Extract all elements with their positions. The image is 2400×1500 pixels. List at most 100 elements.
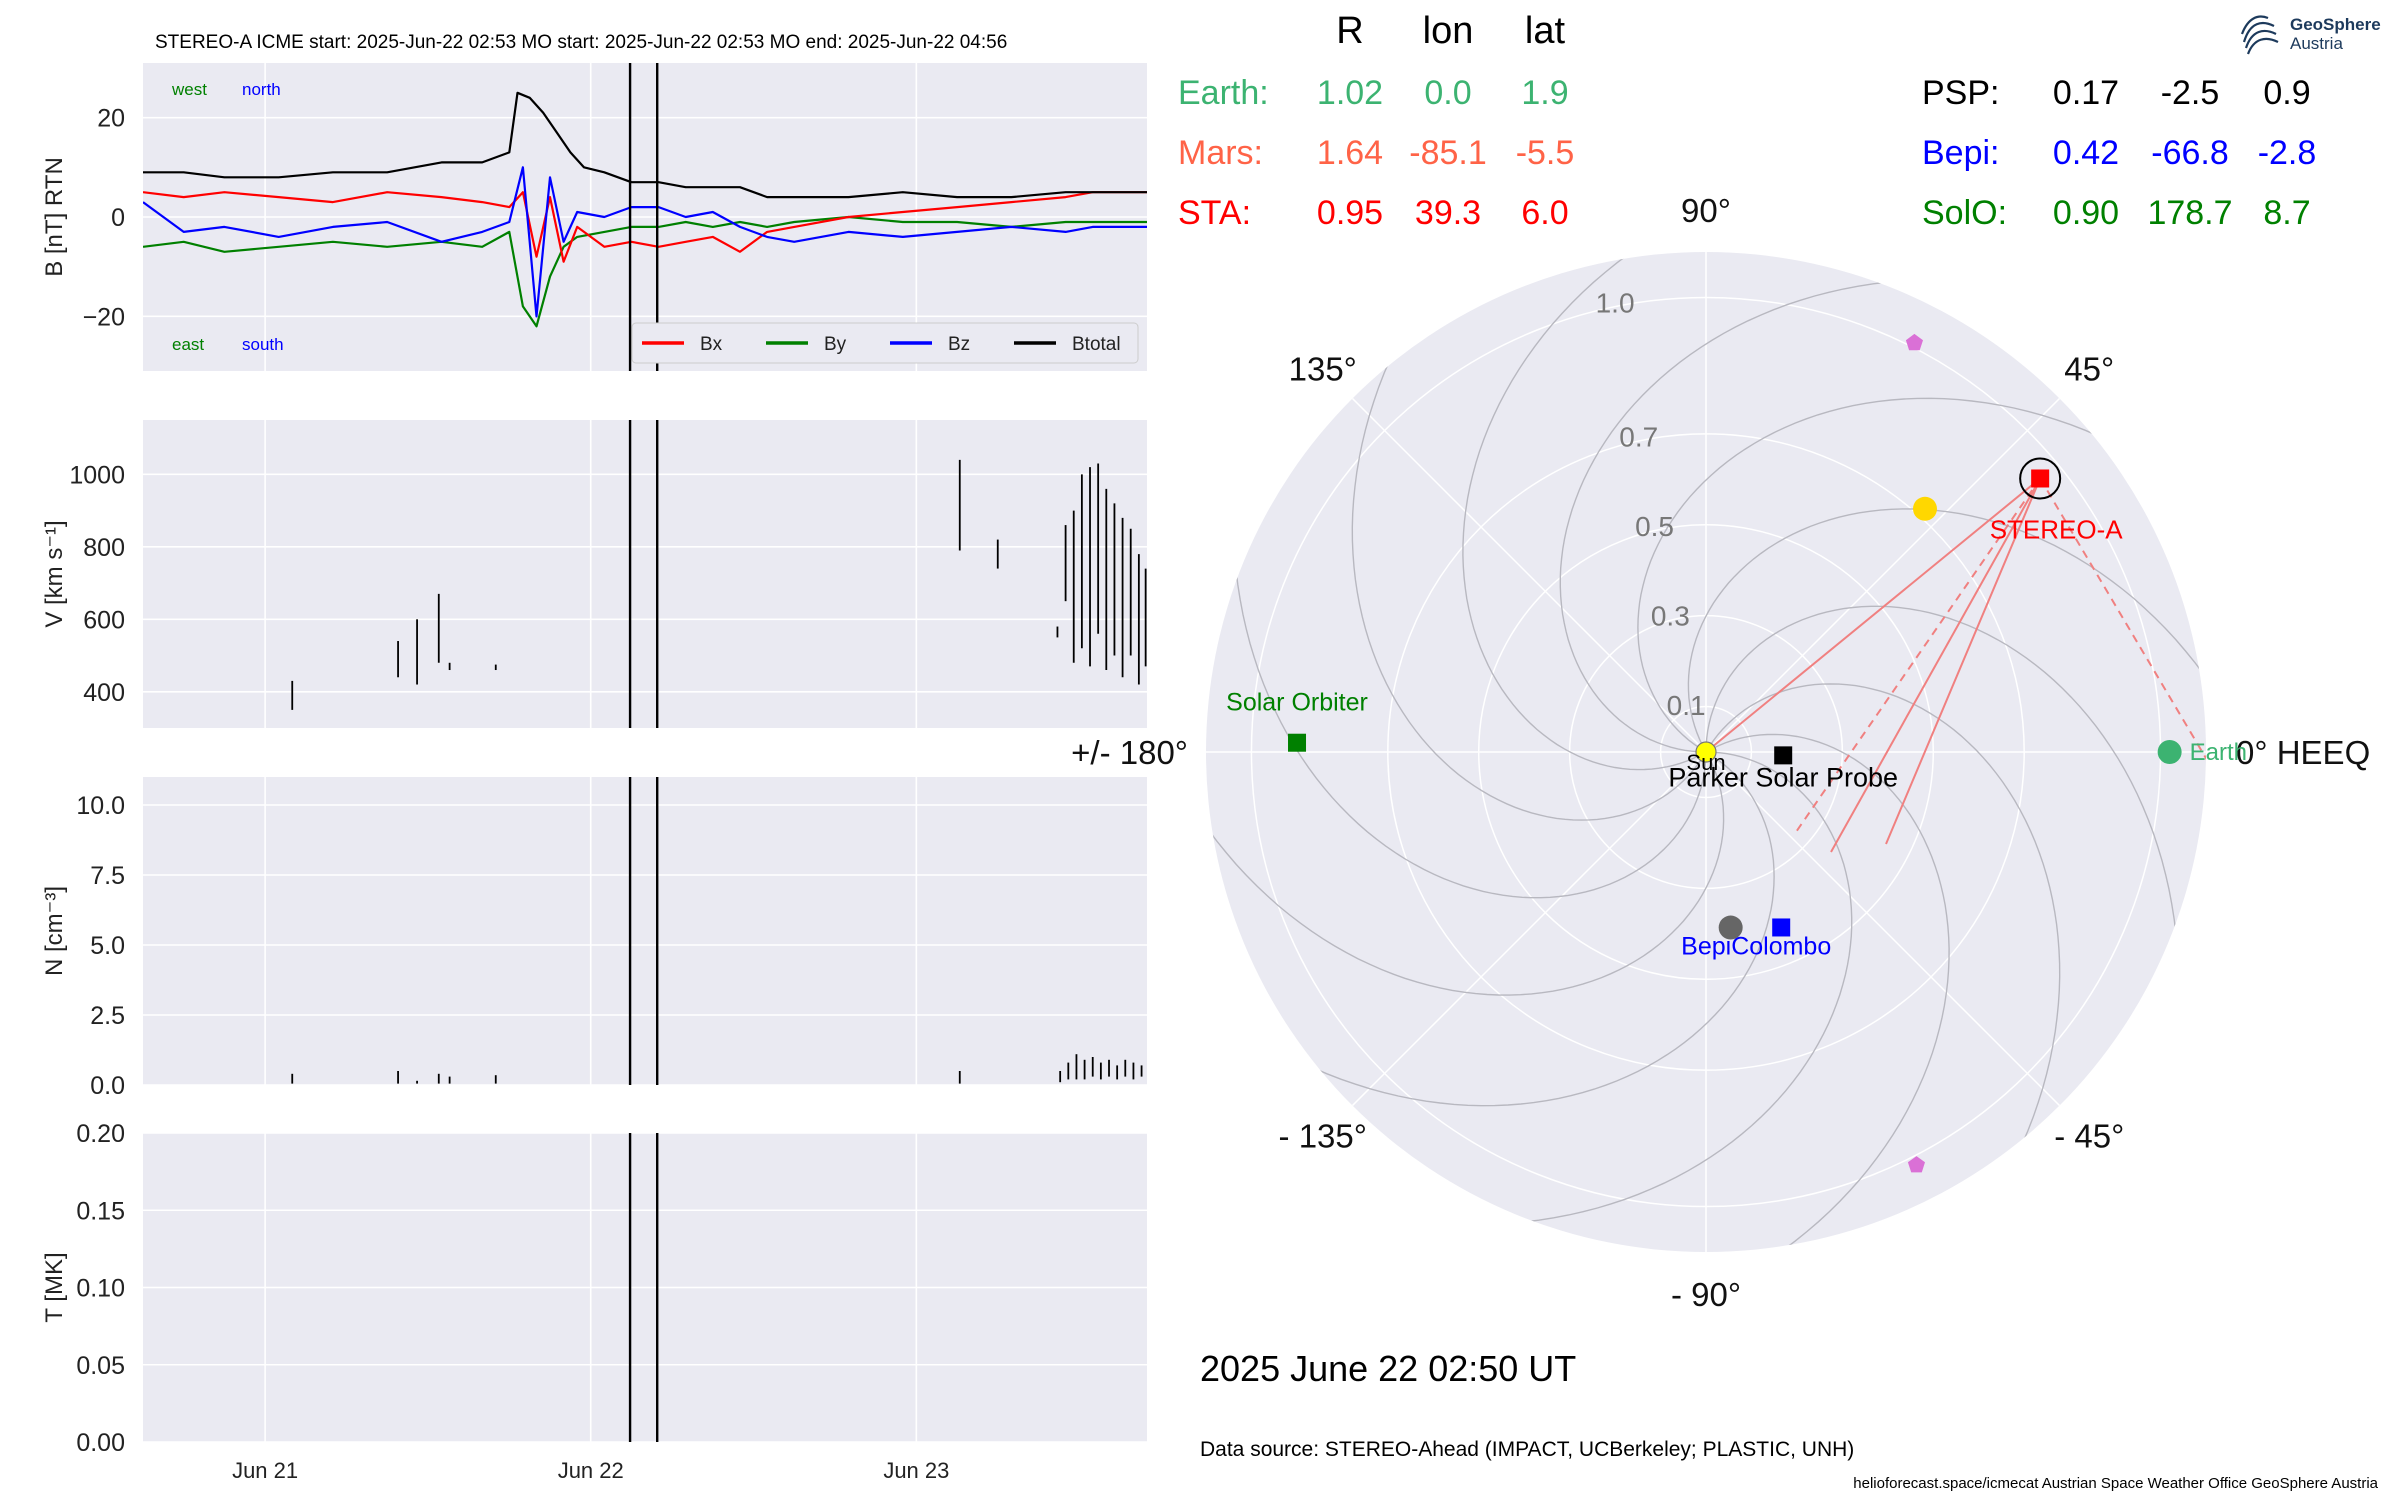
position-row-name: PSP: (1922, 74, 1999, 112)
stereo-a-highlight-ring (2019, 457, 2062, 500)
corner-label-east: east (172, 335, 204, 354)
position-row-value: -85.1 (1409, 134, 1487, 172)
y-tick-label: 0.10 (76, 1275, 125, 1303)
corner-label-south: south (242, 335, 284, 354)
position-row-name: STA: (1178, 194, 1251, 232)
body-label-bepicolombo: BepiColombo (1681, 932, 1831, 960)
parker-spiral (1462, 252, 1760, 771)
geosphere-logo-icon (2240, 15, 2279, 55)
corner-label-west: west (171, 80, 207, 99)
panel-data (291, 459, 1147, 710)
position-row-name: Mars: (1178, 134, 1263, 172)
position-row-value: 1.64 (1317, 134, 1383, 172)
position-row-value: 1.02 (1317, 74, 1383, 112)
data-source-text: Data source: STEREO-Ahead (IMPACT, UCBer… (1200, 1438, 1854, 1461)
fov-line-dashed (1795, 477, 2041, 833)
series-line-bx (143, 191, 1147, 263)
parker-spiral (1652, 733, 1950, 1252)
legend-label-bz: Bz (948, 334, 970, 355)
x-tick-label: Jun 22 (558, 1458, 624, 1483)
series-line-btotal (143, 91, 1147, 199)
body-marker-stereo-a (2031, 469, 2050, 488)
legend-label-by: By (824, 334, 847, 355)
position-row-value: 0.90 (2053, 194, 2119, 232)
body-marker-comet-1 (1905, 333, 1923, 351)
angular-gridline (1705, 397, 2061, 753)
body-label-stereo-a: STEREO-A (1990, 514, 2124, 544)
position-row-value: 6.0 (1521, 194, 1568, 232)
panel-1: 20 0 −20 B [nT] RTN west north east south Bx By Bz… (41, 63, 1147, 371)
position-table-header: lat (1525, 10, 1566, 52)
legend-label-bx: Bx (700, 334, 723, 355)
position-row-name: Earth: (1178, 74, 1269, 112)
stereo-a-fov (1705, 477, 2206, 853)
fov-line (1885, 478, 2042, 845)
fov-line (1705, 477, 2041, 753)
position-row-value: 0.0 (1424, 74, 1471, 112)
y-tick-label: 2.5 (90, 1002, 125, 1030)
parker-spiral (1351, 252, 1707, 821)
panel-4: 0.20 0.15 0.10 0.05 0.00 T [MK] Jun 21 Jun 22 Ju… (41, 1120, 1147, 1483)
y-tick-label: 0 (111, 204, 125, 232)
position-row-name: Bepi: (1922, 134, 2000, 172)
body-label-sun: Sun (1686, 750, 1725, 775)
y-tick-label: 600 (83, 606, 125, 634)
y-tick-label: 5.0 (90, 932, 125, 960)
panel-2: 1000 800 600 400 V [km s⁻¹] (41, 420, 1147, 728)
angle-label: 0° HEEQ (2236, 734, 2370, 771)
position-row-value: 0.42 (2053, 134, 2119, 172)
parker-spiral (1377, 751, 1853, 1226)
panel-background (143, 777, 1147, 1085)
position-row-value: -2.5 (2161, 74, 2220, 112)
logo-line2: Austria (2290, 34, 2343, 53)
y-axis-label: B [nT] RTN (41, 157, 68, 277)
panel-data (143, 91, 1147, 328)
y-tick-label: 0.00 (76, 1429, 125, 1457)
series-line-bz (143, 166, 1147, 318)
position-row-value: -2.8 (2258, 134, 2317, 172)
polar-inner (1206, 252, 2206, 1252)
body-marker-parker-solar-probe (1774, 746, 1793, 765)
angle-label: - 90° (1671, 1276, 1741, 1313)
angle-label: +/- 180° (1071, 734, 1188, 771)
parker-spiral (1687, 508, 2206, 806)
position-row-value: 39.3 (1415, 194, 1481, 232)
fov-line-dashed (2039, 477, 2206, 793)
header-title: STEREO-A ICME start: 2025-Jun-22 02:53 M… (155, 32, 1007, 53)
panel-background (143, 420, 1147, 728)
y-tick-label: 7.5 (90, 862, 125, 890)
body-marker-sun (1695, 741, 1717, 763)
corner-label-north: north (242, 80, 281, 99)
body-marker-bepicolombo (1772, 918, 1791, 937)
x-tick-label: Jun 23 (883, 1458, 949, 1483)
body-label-solar-orbiter: Solar Orbiter (1226, 689, 1368, 717)
series-line-by (143, 215, 1147, 328)
y-tick-label: 0.0 (90, 1072, 125, 1100)
polar-plot: 0.1 0.3 0.5 0.7 1.0 0° HEEQ 45° 90° 135° +/- 180°… (1071, 192, 2370, 1313)
position-row-value: 8.7 (2263, 194, 2310, 232)
angle-label: 45° (2064, 351, 2114, 388)
angular-gridline (1351, 397, 1707, 753)
radial-tick-label: 0.7 (1619, 422, 1658, 453)
body-label-earth: Earth (2190, 739, 2247, 766)
y-tick-label: 0.05 (76, 1352, 125, 1380)
y-tick-label: 20 (97, 105, 125, 133)
angle-label: - 45° (2054, 1117, 2124, 1154)
y-axis-label: N [cm⁻³] (41, 886, 68, 976)
position-row-value: 178.7 (2147, 194, 2232, 232)
position-row-value: 1.9 (1521, 74, 1568, 112)
body-label-parker-solar-probe: Parker Solar Probe (1668, 762, 1898, 792)
position-table-header: R (1336, 10, 1363, 52)
body-marker-mercury (1718, 915, 1743, 940)
plot-date: 2025 June 22 02:50 UT (1200, 1348, 1576, 1389)
radial-tick-label: 1.0 (1596, 287, 1635, 318)
y-tick-label: 800 (83, 534, 125, 562)
y-tick-label: 1000 (69, 461, 125, 489)
body-marker-solar-orbiter (1288, 733, 1307, 752)
y-axis-label: V [km s⁻¹] (41, 520, 68, 627)
credits-text: helioforecast.space/icmecat Austrian Spa… (1853, 1475, 2378, 1492)
angle-label: - 135° (1279, 1117, 1367, 1154)
panel-3: 10.0 7.5 5.0 2.5 0.0 N [cm⁻³] (41, 777, 1147, 1100)
